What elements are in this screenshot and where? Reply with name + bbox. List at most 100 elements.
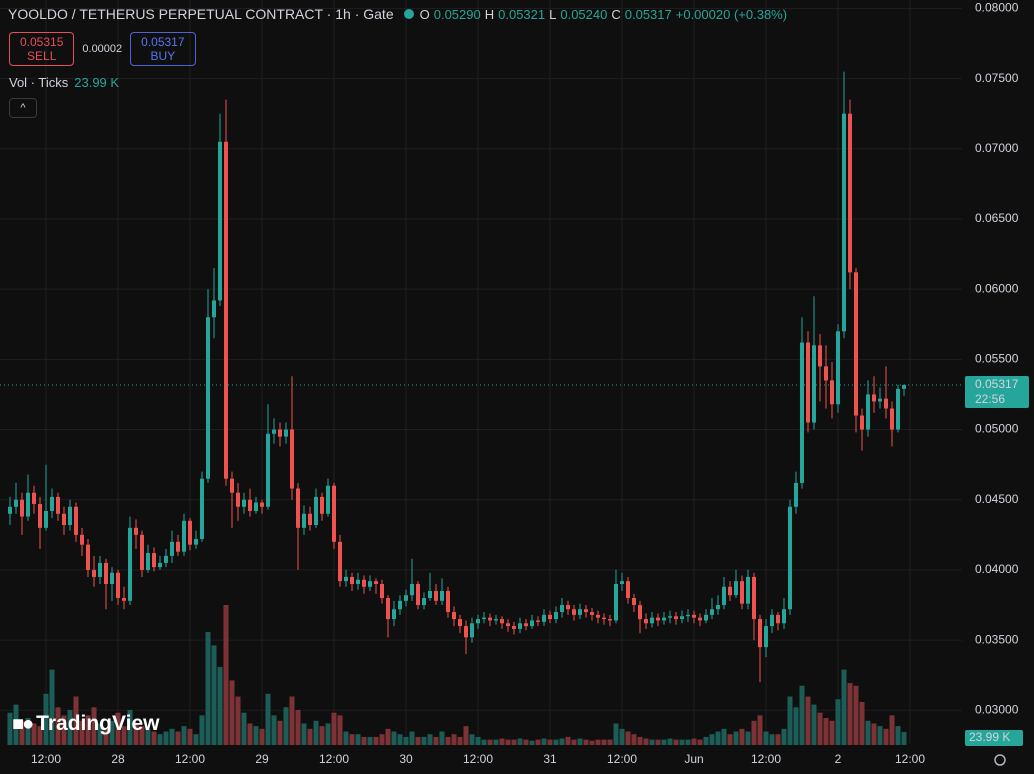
candle-body [710,609,714,615]
volume-bar [613,723,619,745]
candle-body [392,609,396,620]
volume-bar [601,739,607,745]
volume-bar [313,720,319,745]
volume-bar [223,605,229,745]
volume-bar [49,669,55,745]
candle-body [176,541,180,552]
candle-body [266,433,270,507]
candle-body [182,520,186,552]
candle-body [314,496,318,526]
volume-bar [595,739,601,745]
candle-body [278,429,282,437]
candle-body [530,620,534,627]
volume-bar [385,728,391,745]
volume-bar [457,736,463,745]
candle-body [74,506,78,535]
volume-bar [127,710,133,745]
volume-bar [139,726,145,745]
volume-bar [217,666,223,745]
volume-bar [655,739,661,745]
candle-body [836,331,840,405]
candle-body [512,626,516,629]
volume-bar [679,739,685,745]
volume-bar [493,739,499,745]
volume-bar [307,728,313,745]
volume-bar [85,715,91,745]
x-tick-label: 30 [399,752,413,766]
candle-body [272,429,276,434]
buy-button[interactable]: 0.05317 BUY [130,32,196,66]
candle-body [290,429,294,489]
candle-body [704,614,708,621]
volume-bar [727,734,733,745]
volume-bar [73,696,79,745]
candle-body [374,581,378,584]
volume-bar [157,734,163,745]
candle-body [254,502,258,511]
volume-bar [631,734,637,745]
candle-body [656,617,660,621]
volume-bar [499,738,505,745]
candle-body [782,609,786,624]
volume-bar [523,739,529,745]
candle-body [134,527,138,535]
candle-body [506,623,510,627]
candle-body [776,614,780,624]
candle-body [50,496,54,511]
candle-body [68,506,72,526]
last-price-label: 0.05317 [975,377,1019,391]
volume-bar [835,699,841,745]
x-tick-label: 12:00 [751,752,781,766]
candle-body [62,513,66,526]
symbol[interactable]: YOOLDO / TETHERUS PERPETUAL CONTRACT · 1… [8,6,394,22]
candle-body [188,520,192,545]
candle-body [452,612,456,620]
sell-button[interactable]: 0.05315 SELL [9,32,75,66]
y-tick-label: 0.06000 [975,281,1019,295]
volume-bar [289,696,295,745]
volume-bar [253,726,259,745]
volume-bar [379,734,385,745]
candle-body [734,581,738,596]
volume-bar [775,734,781,745]
settings-icon[interactable] [994,754,1006,766]
volume-bar [199,715,205,745]
candle-body [698,617,702,621]
candle-body [284,429,288,437]
candle-body [800,342,804,483]
candle-body [224,141,228,479]
volume-bar [445,736,451,745]
volume-bar [367,736,373,745]
candle-body [344,576,348,582]
candle-body [584,609,588,613]
candle-body [872,394,876,402]
candle-body [242,499,246,507]
volume-bar [427,734,433,745]
collapse-button[interactable]: ^ [9,98,37,118]
candle-body [236,492,240,507]
volume-bar [721,728,727,745]
volume-bar [391,731,397,745]
volume-bar [673,739,679,745]
volume-bar [349,734,355,745]
ohlc: O 0.05290 H 0.05321 L 0.05240 C 0.05317 +0.0… [420,7,787,22]
candle-body [842,113,846,332]
candle-body [230,478,234,493]
buy-label: BUY [150,49,176,63]
volume-bar [97,723,103,745]
candle-body [434,590,438,601]
volume-bar [757,715,763,745]
candle-body [806,342,810,423]
volume-bar [247,723,253,745]
volume-bar [511,739,517,745]
volume-bar [55,707,61,745]
volume-bar [541,738,547,745]
volume-bar [577,738,583,745]
change: +0.00020 (+0.38%) [675,6,788,22]
volume-bar [133,723,139,745]
candle-body [614,583,618,621]
x-tick-label: 29 [255,752,269,766]
volume-bar [865,720,871,745]
candle-body [608,619,612,621]
